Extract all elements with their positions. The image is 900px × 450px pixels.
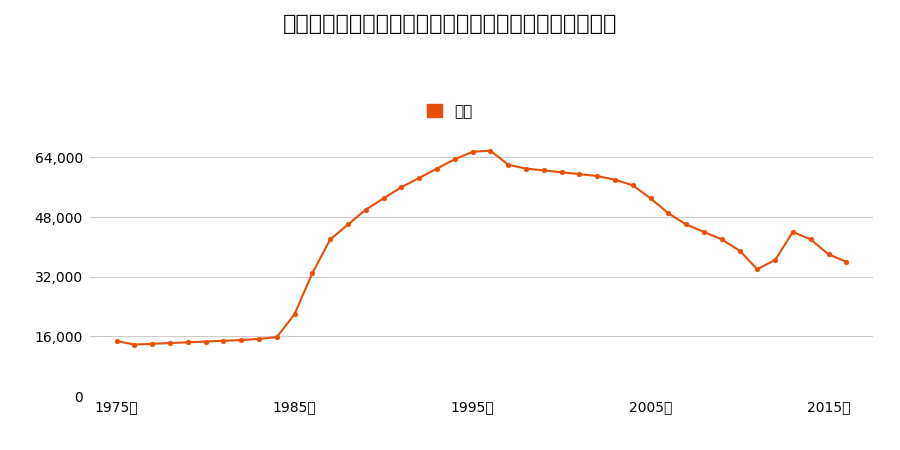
Text: 山口県防府市大字新田字樋の前１０４９番３の地価推移: 山口県防府市大字新田字樋の前１０４９番３の地価推移 [283, 14, 617, 33]
Legend: 価格: 価格 [421, 98, 479, 125]
